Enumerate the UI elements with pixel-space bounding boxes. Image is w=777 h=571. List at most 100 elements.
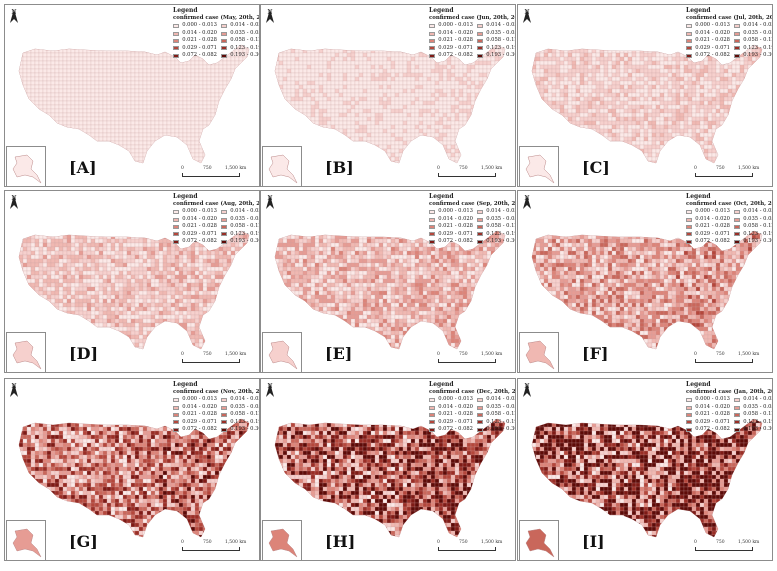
- legend-item: 0.021 - 0.028: [173, 223, 217, 230]
- legend-label: 0.014 - 0.020: [438, 29, 473, 36]
- legend-label: 0.058 - 0.122: [230, 411, 259, 418]
- panel-label: [C]: [582, 158, 610, 177]
- legend-label: 0.021 - 0.028: [182, 411, 217, 418]
- legend-item: 0.014 - 0.020: [429, 403, 473, 411]
- legend-item: 0.014 - 0.034: [477, 22, 515, 29]
- legend-title: Legend: [429, 193, 454, 200]
- legend-item: 0.123 - 0.192: [477, 231, 515, 238]
- legend-label: 0.021 - 0.028: [438, 223, 473, 230]
- legend-swatch: [686, 31, 693, 36]
- legend-label: 0.058 - 0.122: [486, 223, 515, 230]
- legend-swatch: [734, 39, 741, 44]
- legend-label: 0.193 - 0.301: [486, 237, 515, 244]
- panel-label: [A]: [69, 158, 97, 177]
- legend-item: 0.072 - 0.082: [686, 238, 730, 245]
- alaska-inset: [6, 146, 46, 186]
- legend-label: 0.029 - 0.071: [438, 418, 473, 425]
- legend-label: 0.193 - 0.301: [743, 425, 772, 432]
- legend-swatch: [477, 46, 484, 51]
- legend-item: 0.035 - 0.057: [734, 215, 772, 223]
- legend-item: 0.021 - 0.028: [686, 37, 730, 44]
- legend-item: 0.193 - 0.301: [734, 425, 772, 433]
- legend-swatch: [221, 413, 228, 418]
- legend-item: 0.193 - 0.301: [734, 52, 772, 59]
- legend-label: 0.021 - 0.028: [695, 37, 730, 44]
- scale-bar: 0 750 1,500 km: [181, 352, 251, 366]
- legend-label: 0.035 - 0.057: [743, 215, 772, 222]
- legend-swatch: [477, 31, 484, 36]
- legend-item: 0.000 - 0.013: [686, 396, 730, 403]
- legend-item: 0.029 - 0.071: [429, 418, 473, 426]
- legend-label: 0.193 - 0.301: [230, 425, 259, 432]
- legend-swatch: [686, 53, 693, 58]
- legend-item: 0.029 - 0.071: [173, 419, 217, 426]
- legend-swatch: [173, 405, 180, 410]
- county-cells: [275, 45, 505, 163]
- legend-swatch: [477, 405, 484, 410]
- legend-swatch: [734, 239, 741, 244]
- legend-swatch: [429, 31, 436, 36]
- scale-mid: 750: [459, 352, 468, 357]
- legend-swatch: [734, 413, 741, 418]
- legend-swatch: [734, 46, 741, 51]
- legend-item: 0.058 - 0.122: [477, 37, 515, 44]
- map-panel: NLegendconfirmed case (Oct, 20th, 2020)0…: [517, 190, 773, 373]
- legend-item: 0.035 - 0.057: [477, 404, 515, 411]
- legend-item: 0.123 - 0.192: [221, 231, 259, 238]
- legend-swatch: [477, 427, 484, 432]
- scale-zero: 0: [181, 540, 184, 545]
- north-arrow-icon: N: [522, 195, 532, 209]
- legend-swatch: [686, 427, 693, 432]
- county-cells: [19, 231, 249, 349]
- scale-bar: 0 750 1,500 km: [437, 352, 507, 366]
- legend-label: 0.072 - 0.082: [182, 425, 217, 432]
- legend-label: 0.029 - 0.071: [695, 44, 730, 51]
- legend-label: 0.021 - 0.028: [695, 411, 730, 418]
- legend-item: 0.000 - 0.013: [429, 396, 473, 403]
- legend-swatch: [429, 46, 436, 51]
- legend-item: 0.021 - 0.028: [173, 411, 217, 418]
- legend-item: 0.193 - 0.301: [221, 238, 259, 245]
- legend-swatch: [477, 420, 484, 425]
- legend-swatch: [221, 405, 228, 410]
- legend-swatch: [686, 24, 693, 29]
- legend-swatch: [173, 413, 180, 418]
- legend-label: 0.035 - 0.057: [486, 29, 515, 36]
- legend-swatch: [477, 39, 484, 44]
- legend-item: 0.058 - 0.122: [734, 37, 772, 44]
- legend-item: 0.035 - 0.057: [477, 29, 515, 37]
- legend-label: 0.058 - 0.122: [743, 411, 772, 418]
- map-panel: NLegendconfirmed case (Jul, 20th, 2020)0…: [517, 4, 773, 187]
- legend-label: 0.000 - 0.013: [182, 396, 217, 403]
- legend-item: 0.014 - 0.020: [686, 30, 730, 37]
- alaska-inset: [519, 332, 559, 372]
- legend-item: 0.014 - 0.034: [221, 22, 259, 29]
- legend-item: 0.072 - 0.082: [429, 51, 473, 59]
- legend-item: 0.193 - 0.301: [734, 238, 772, 245]
- legend-swatch: [173, 24, 180, 29]
- legend-swatch: [734, 232, 741, 237]
- legend-label: 0.058 - 0.122: [486, 37, 515, 44]
- legend-subtitle: confirmed case (Jan, 20th, 2021): [686, 388, 772, 395]
- county-cells: [532, 45, 762, 163]
- legend-label: 0.193 - 0.301: [486, 425, 515, 432]
- legend-swatch: [221, 31, 228, 36]
- scale-end: 1,500 km: [225, 352, 247, 357]
- legend-swatch: [734, 420, 741, 425]
- legend-swatch: [686, 225, 693, 230]
- legend-swatch: [173, 53, 180, 58]
- scale-line: [182, 359, 240, 363]
- legend-item: 0.072 - 0.082: [429, 238, 473, 245]
- legend-item: 0.014 - 0.020: [686, 216, 730, 223]
- legend-label: 0.072 - 0.082: [438, 51, 473, 58]
- legend-item: 0.072 - 0.082: [173, 425, 217, 433]
- map-panel: NLegendconfirmed case (May, 20th, 2020)0…: [4, 4, 260, 187]
- legend-item: 0.058 - 0.122: [221, 411, 259, 418]
- legend-label: 0.014 - 0.020: [438, 403, 473, 410]
- legend-label: 0.123 - 0.192: [486, 44, 515, 51]
- legend-swatch: [429, 420, 436, 425]
- panel-label: [F]: [582, 344, 609, 363]
- legend-label: 0.014 - 0.034: [230, 208, 259, 215]
